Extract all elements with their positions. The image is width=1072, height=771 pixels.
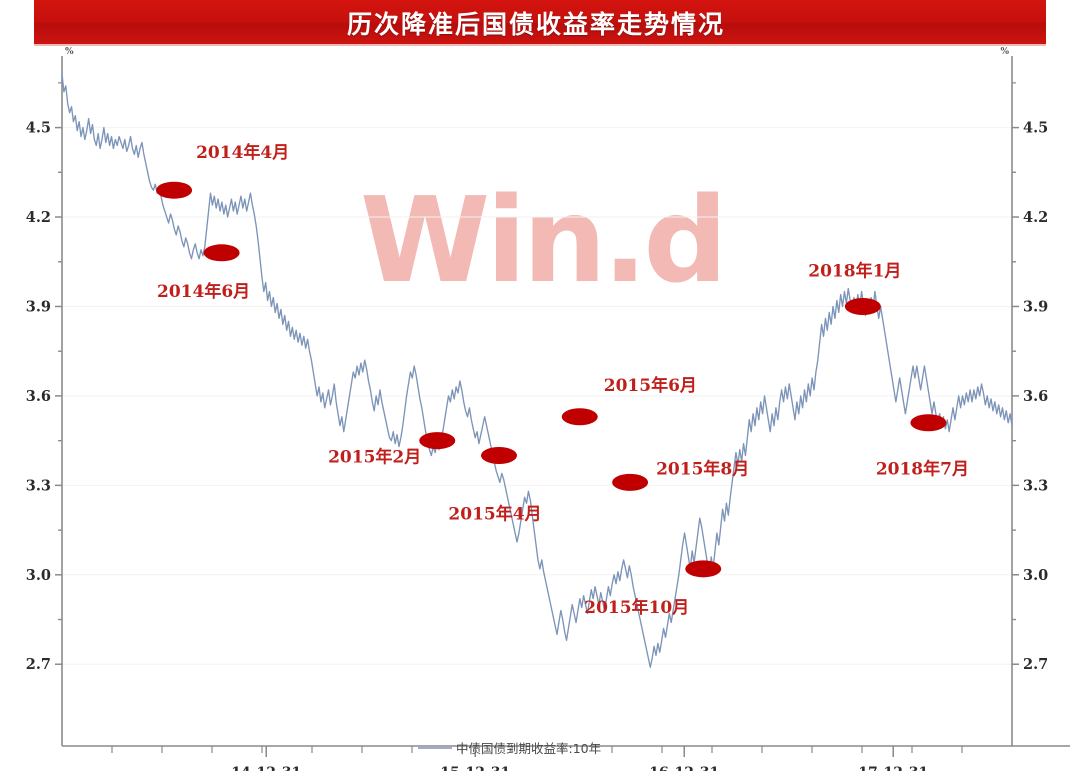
event-annotation-label: 2015年10月 xyxy=(584,597,689,618)
x-tick-label: 16-12-31 xyxy=(649,765,719,771)
event-annotation-label: 2018年7月 xyxy=(876,459,969,480)
event-marker xyxy=(844,297,881,315)
y-tick-label: 3.0 xyxy=(26,567,51,584)
y-tick-label: 3.0 xyxy=(1023,567,1048,584)
event-annotation-label: 2015年8月 xyxy=(656,458,749,479)
y-tick-label: 3.6 xyxy=(26,388,51,405)
event-marker xyxy=(203,244,240,262)
event-marker xyxy=(419,432,456,450)
y-tick-label: 3.6 xyxy=(1023,388,1048,405)
y-tick-label: 4.2 xyxy=(1023,209,1048,226)
y-axis-right: 4.5 4.2 3.9 3.6 3.3 3.0 2.7% xyxy=(1000,47,1048,746)
x-tick-label: 15-12-31 xyxy=(440,765,510,771)
banner-underline xyxy=(34,44,1046,46)
chart-plot-area: Win.d 4.5 4.2 3.9 3.6 3.3 3.0 2.7% 4.5 4.2 3.9 3.… xyxy=(0,46,1072,771)
y-tick-label: 4.2 xyxy=(26,209,51,226)
event-annotation-label: 2015年2月 xyxy=(328,447,421,468)
y-tick-label: 3.9 xyxy=(1023,298,1048,315)
y-tick-label: 3.3 xyxy=(1023,477,1048,494)
y-tick-label: 3.3 xyxy=(26,477,51,494)
event-marker xyxy=(685,560,722,578)
page-title: 历次降准后国债收益率走势情况 xyxy=(346,10,725,39)
event-marker xyxy=(561,408,598,426)
event-annotation-label: 2015年4月 xyxy=(448,504,541,525)
event-annotation-label: 2014年4月 xyxy=(196,142,289,163)
gridlines xyxy=(62,127,1012,665)
y-tick-label: 4.5 xyxy=(1023,120,1048,137)
banner-gradient xyxy=(0,0,1072,46)
x-tick-label: 17-12-31 xyxy=(858,765,928,771)
event-annotation-label: 2014年6月 xyxy=(157,281,250,302)
x-tick-label: 14-12-31 xyxy=(231,765,301,771)
event-marker xyxy=(156,181,193,199)
y-tick-label: 3.9 xyxy=(26,298,51,315)
y-tick-label: 4.5 xyxy=(26,120,51,137)
chart-legend: 中债国债到期收益率:10年 xyxy=(418,741,601,756)
event-marker xyxy=(612,473,649,491)
event-marker xyxy=(910,414,947,432)
event-annotations: 2014年4月 2014年6月 2015年2月 2015年4月 2015年6月 2015年… xyxy=(157,142,969,618)
event-annotation-label: 2015年6月 xyxy=(604,375,697,396)
event-markers xyxy=(156,181,947,578)
y-axis-unit-label: % xyxy=(1000,47,1009,57)
banner-left-edge xyxy=(0,0,34,46)
line-chart-svg: Win.d 4.5 4.2 3.9 3.6 3.3 3.0 2.7% 4.5 4.2 3.9 3.… xyxy=(26,47,1070,771)
event-marker xyxy=(481,447,517,465)
legend-label: 中债国债到期收益率:10年 xyxy=(456,741,601,756)
banner-right-edge xyxy=(1046,0,1072,46)
y-tick-label: 2.7 xyxy=(26,656,51,673)
y-axis-left: 4.5 4.2 3.9 3.6 3.3 3.0 2.7% xyxy=(26,47,74,746)
svg-text:Win.d: Win.d xyxy=(360,171,724,309)
x-axis: 14-12-31 15-12-31 16-12-31 17-12-31 xyxy=(62,745,1070,771)
watermark-windd: Win.d xyxy=(360,171,728,309)
title-banner: 历次降准后国债收益率走势情况 xyxy=(0,0,1072,46)
y-axis-unit-label: % xyxy=(65,47,74,57)
event-annotation-label: 2018年1月 xyxy=(808,260,901,281)
y-tick-label: 2.7 xyxy=(1023,656,1048,673)
